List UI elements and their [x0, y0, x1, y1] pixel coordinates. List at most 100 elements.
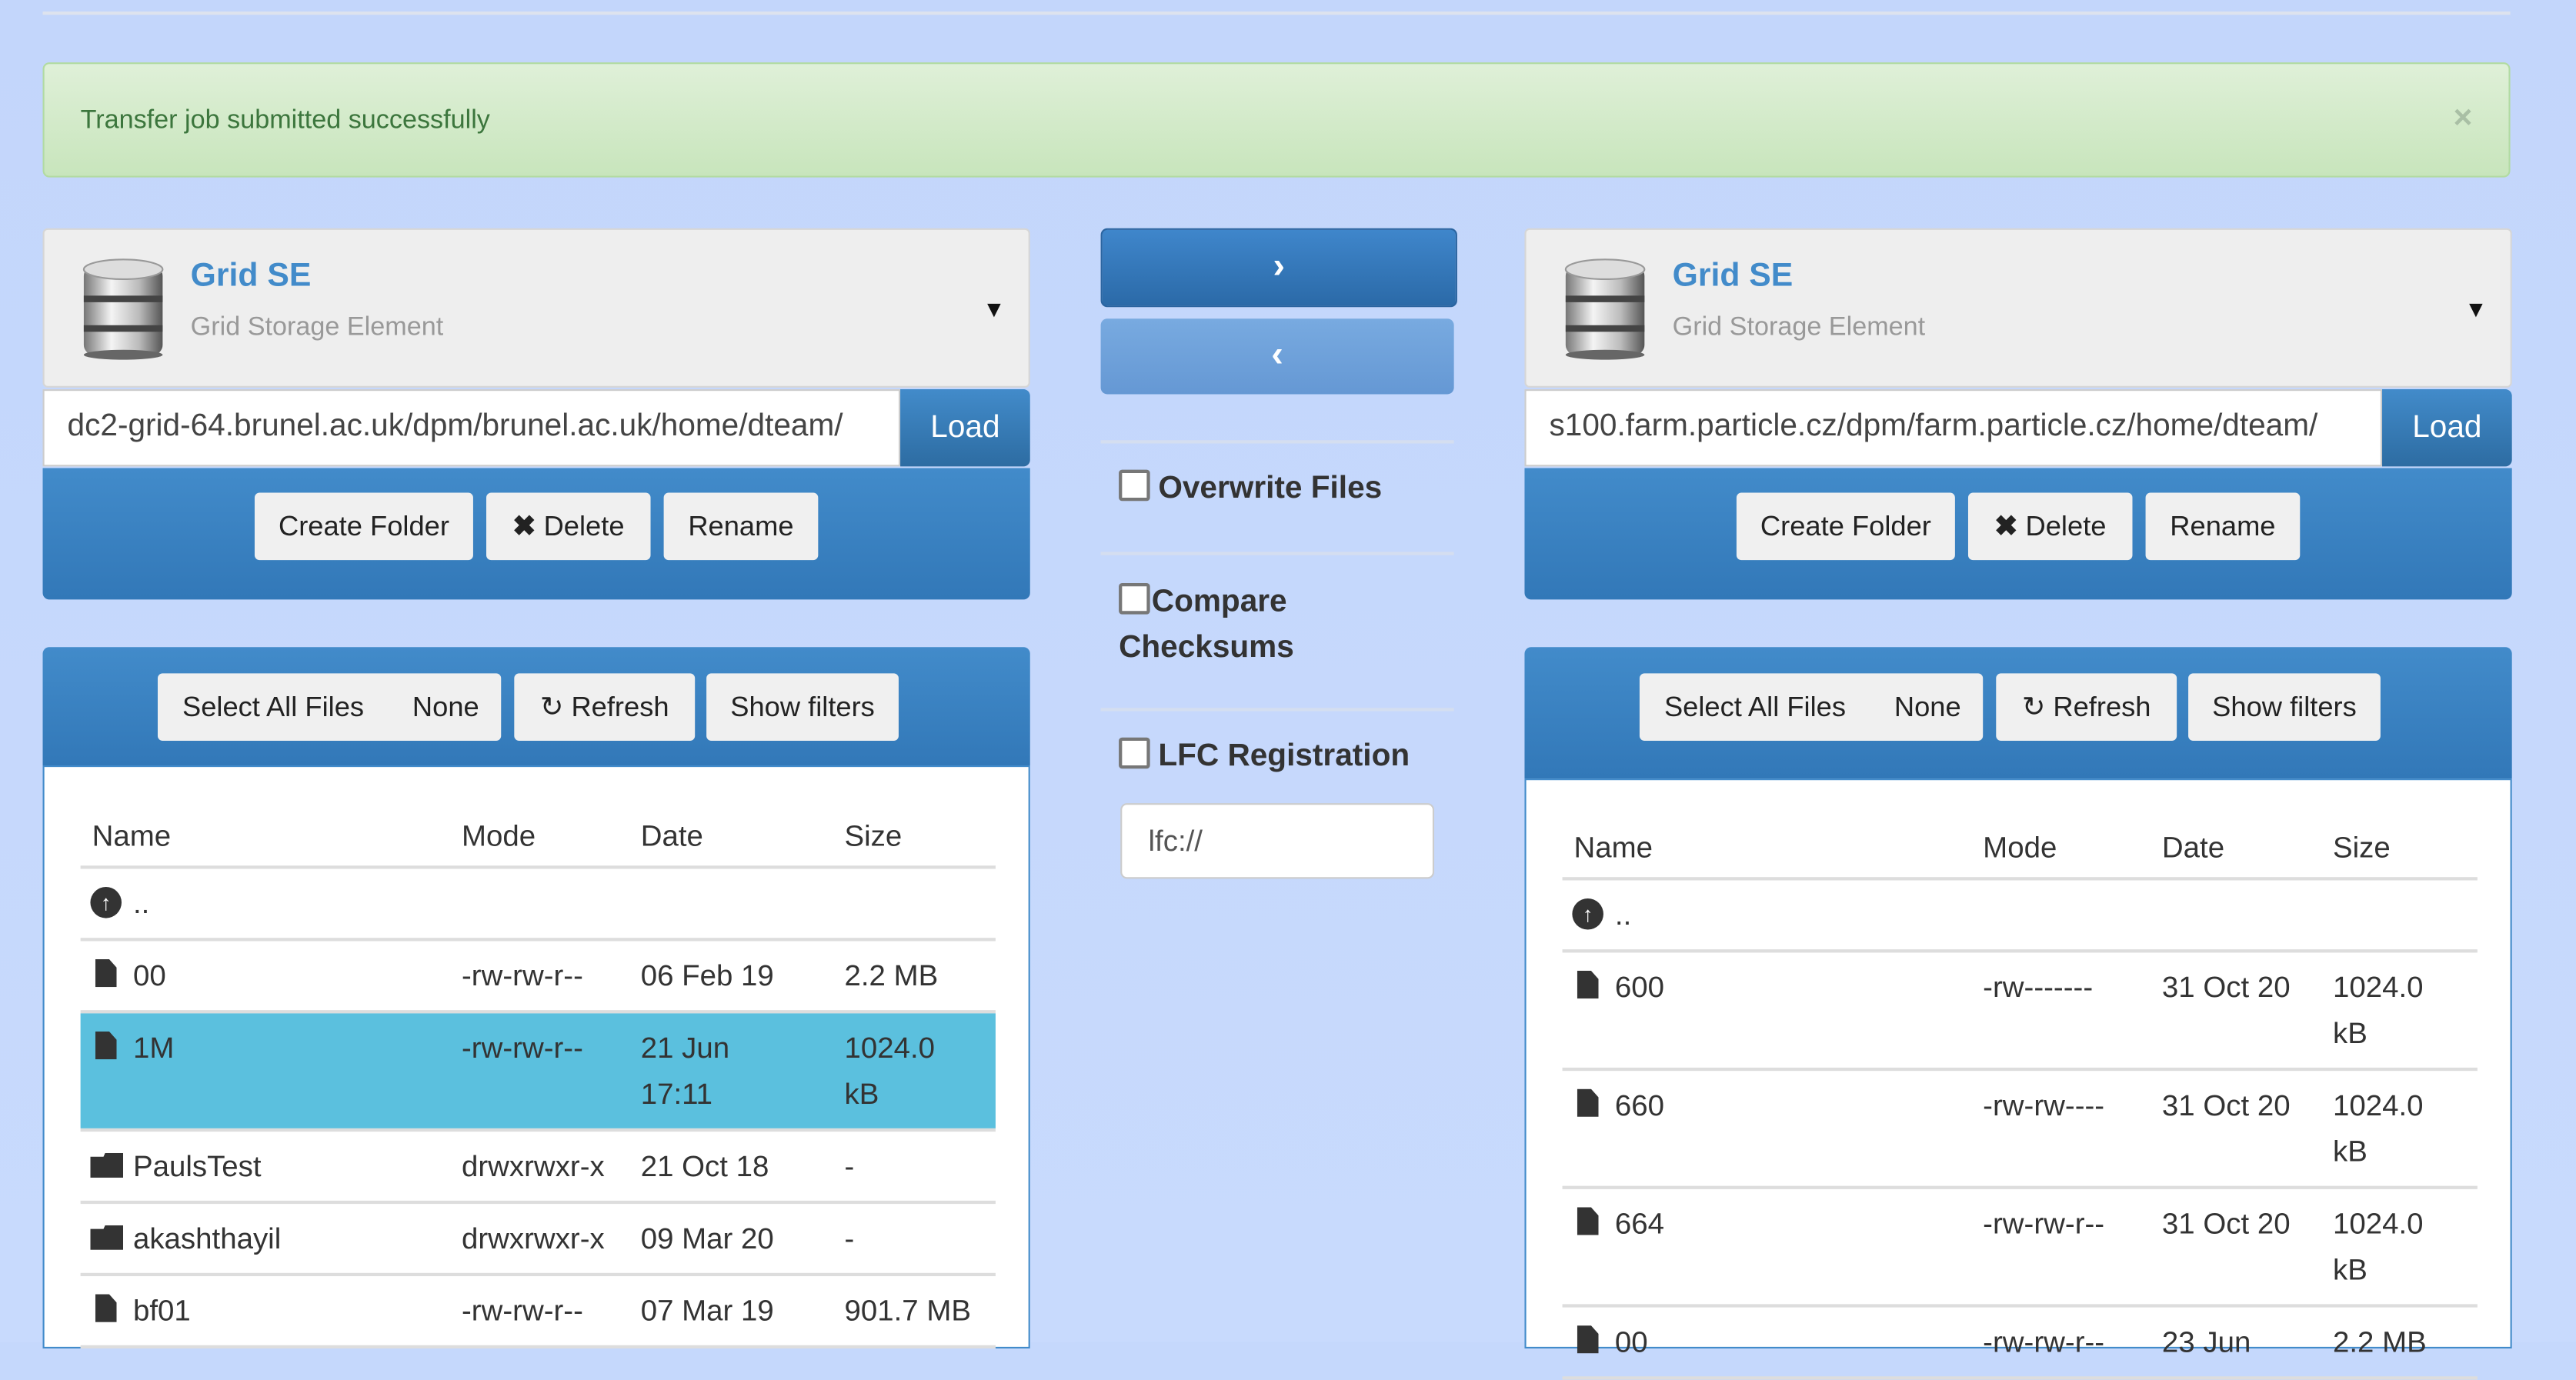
file-name[interactable]: 1M	[132, 1031, 175, 1065]
file-table: Name Mode Date Size ↑ .. 600 -rw------- 31 O…	[1524, 778, 2512, 1380]
up-arrow-icon: ↑	[90, 887, 122, 918]
transfer-left-button[interactable]: ‹	[1100, 318, 1454, 395]
chevron-left-icon: ‹	[1271, 333, 1283, 375]
endpoint-title: Grid SE	[190, 258, 312, 295]
file-name[interactable]: 660	[1614, 1088, 1665, 1122]
refresh-button[interactable]: ↻ Refresh	[1996, 673, 2177, 741]
path-input[interactable]: s100.farm.particle.cz/dpm/farm.particle.…	[1524, 389, 2383, 467]
checkbox-icon[interactable]	[1119, 737, 1150, 769]
lfc-registration-label: LFC Registration	[1158, 738, 1410, 774]
file-mode: -rw-rw-r--	[461, 1031, 583, 1065]
compare-checksums-label: Compare Checksums	[1119, 585, 1294, 665]
overwrite-files-checkbox[interactable]: Overwrite Files	[1119, 469, 1382, 508]
rename-button[interactable]: Rename	[663, 492, 819, 561]
chevron-down-icon[interactable]: ▼	[983, 295, 1006, 322]
file-date: 31 Oct 20	[2161, 970, 2291, 1004]
divider	[1100, 440, 1454, 444]
column-header-size[interactable]: Size	[2332, 831, 2391, 865]
file-date: 06 Feb 19	[640, 958, 774, 992]
checkbox-icon[interactable]	[1119, 582, 1150, 615]
transfer-right-button[interactable]: ›	[1100, 228, 1457, 308]
file-icon	[95, 1031, 117, 1060]
select-all-files-button[interactable]: Select All Files	[182, 691, 365, 723]
column-header-date[interactable]: Date	[640, 819, 703, 853]
file-mode: -rw-rw-r--	[461, 958, 583, 992]
rename-button[interactable]: Rename	[2145, 492, 2301, 561]
file-mode: -rw-rw-r--	[461, 1294, 583, 1328]
column-header-date[interactable]: Date	[2161, 831, 2225, 865]
column-header-size[interactable]: Size	[844, 819, 903, 853]
column-header-name[interactable]: Name	[92, 819, 172, 853]
endpoint-title: Grid SE	[1672, 258, 1794, 295]
divider	[80, 1345, 996, 1348]
file-date: 07 Mar 19	[640, 1294, 774, 1328]
delete-button[interactable]: ✖ Delete	[486, 492, 651, 561]
select-group: Select All Files None	[1639, 673, 1984, 741]
file-name[interactable]: 00	[132, 958, 166, 992]
divider	[1562, 1185, 2478, 1189]
file-icon	[1577, 1088, 1599, 1117]
select-all-files-button[interactable]: Select All Files	[1663, 691, 1846, 723]
divider	[1562, 1067, 2478, 1072]
file-date: 31 Oct 20	[2161, 1088, 2291, 1122]
divider	[80, 865, 996, 869]
file-mode: -rw-------	[1983, 970, 2094, 1004]
divider	[1100, 708, 1454, 712]
x-icon: ✖	[512, 511, 536, 542]
refresh-button[interactable]: ↻ Refresh	[514, 673, 696, 741]
file-size: 1024.0 kB	[844, 1031, 936, 1111]
folder-actions-bar: Create Folder ✖ Delete Rename	[1524, 468, 2512, 600]
database-icon	[77, 256, 169, 362]
chevron-down-icon[interactable]: ▼	[2464, 295, 2488, 322]
file-name[interactable]: 600	[1614, 970, 1665, 1004]
file-name[interactable]: 664	[1614, 1207, 1665, 1241]
delete-button[interactable]: ✖ Delete	[1967, 492, 2133, 561]
column-header-mode[interactable]: Mode	[1983, 831, 2057, 865]
column-header-name[interactable]: Name	[1573, 831, 1653, 865]
file-size: 2.2 MB	[2332, 1325, 2427, 1358]
compare-checksums-checkbox[interactable]: Compare Checksums	[1119, 580, 1365, 672]
file-name[interactable]: ..	[132, 887, 150, 920]
endpoint-selector[interactable]: Grid SE Grid Storage Element ▼	[42, 228, 1030, 388]
divider	[1562, 949, 2478, 953]
selected-row-highlight	[80, 1013, 996, 1128]
close-icon[interactable]: ×	[2453, 100, 2473, 137]
column-header-mode[interactable]: Mode	[461, 819, 536, 853]
show-filters-button[interactable]: Show filters	[706, 673, 899, 741]
file-name[interactable]: akashthayil	[132, 1222, 282, 1255]
divider	[42, 11, 2511, 15]
list-actions-bar: Select All Files None ↻ Refresh Show fil…	[1524, 647, 2512, 779]
divider	[80, 1010, 996, 1014]
divider	[80, 1272, 996, 1277]
delete-label: Delete	[543, 511, 625, 542]
divider	[80, 1128, 996, 1132]
refresh-icon: ↻	[2021, 691, 2046, 723]
checkbox-icon[interactable]	[1119, 469, 1150, 502]
create-folder-button[interactable]: Create Folder	[254, 492, 473, 561]
file-name[interactable]: 00	[1614, 1325, 1648, 1358]
path-input[interactable]: dc2-grid-64.brunel.ac.uk/dpm/brunel.ac.u…	[42, 389, 901, 467]
folder-icon	[90, 1225, 124, 1250]
endpoint-selector[interactable]: Grid SE Grid Storage Element ▼	[1524, 228, 2512, 388]
file-size: 1024.0 kB	[2332, 1207, 2424, 1286]
delete-label: Delete	[2025, 511, 2107, 542]
load-button[interactable]: Load	[900, 389, 1030, 467]
file-mode: drwxrwxr-x	[461, 1149, 605, 1183]
up-arrow-icon: ↑	[1572, 898, 1603, 930]
load-button[interactable]: Load	[2382, 389, 2512, 467]
select-none-button[interactable]: None	[412, 691, 479, 723]
select-none-button[interactable]: None	[1894, 691, 1961, 723]
file-name[interactable]: ..	[1614, 898, 1632, 932]
lfc-registration-checkbox[interactable]: LFC Registration	[1119, 737, 1410, 775]
file-icon	[1577, 1207, 1599, 1235]
create-folder-button[interactable]: Create Folder	[1736, 492, 1955, 561]
endpoint-subtitle: Grid Storage Element	[1672, 313, 1926, 342]
file-mode: -rw-rw-r--	[1983, 1325, 2105, 1358]
file-name[interactable]: bf01	[132, 1294, 191, 1328]
file-icon	[1577, 970, 1599, 999]
divider	[1562, 877, 2478, 881]
file-mode: -rw-rw----	[1983, 1088, 2105, 1122]
file-name[interactable]: PaulsTest	[132, 1149, 262, 1183]
show-filters-button[interactable]: Show filters	[2188, 673, 2381, 741]
lfc-input[interactable]: lfc://	[1120, 803, 1435, 879]
